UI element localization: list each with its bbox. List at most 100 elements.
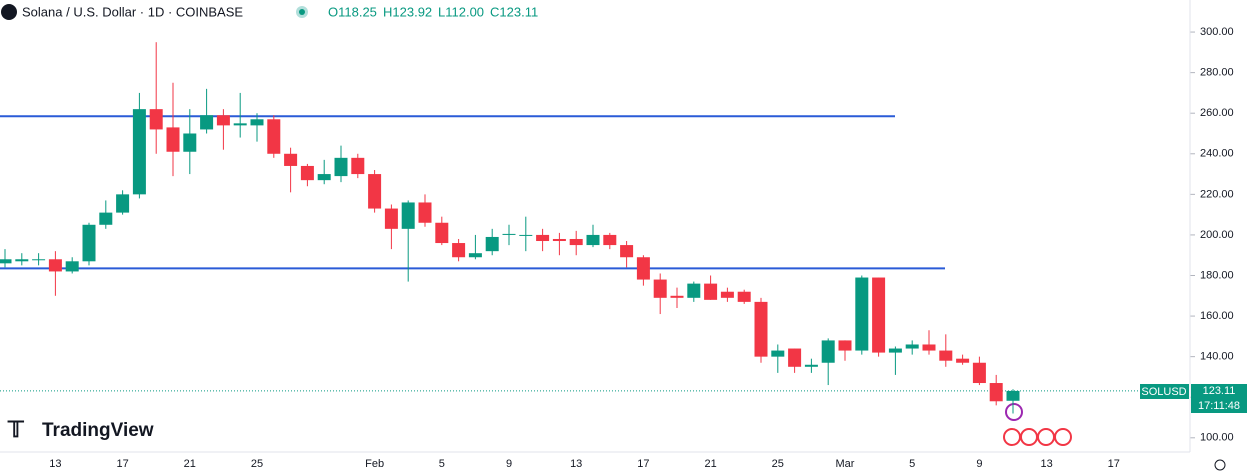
candle-body (351, 157, 365, 175)
price-badge-text: 123.11 (1203, 385, 1236, 397)
countdown-text: 17:11:48 (1198, 400, 1240, 412)
status-dot-inner (299, 9, 305, 15)
candle-body (687, 283, 701, 298)
candle-body (15, 259, 29, 262)
event-icon[interactable] (1037, 428, 1055, 446)
candle-body (200, 115, 214, 130)
candle-body (0, 259, 12, 264)
x-tick-label: 5 (439, 458, 445, 470)
x-tick-label: 21 (184, 458, 196, 470)
x-tick-label: 13 (570, 458, 582, 470)
y-tick-label: 100.00 (1200, 432, 1234, 444)
candle-body (48, 259, 62, 272)
x-tick-label: 9 (976, 458, 982, 470)
candle-body (754, 301, 768, 357)
candle-body (166, 127, 180, 152)
candle-body (485, 236, 499, 252)
x-tick-label: 21 (704, 458, 716, 470)
candle-body (216, 115, 230, 126)
candle-body (233, 123, 247, 126)
price-badge (1191, 384, 1247, 413)
logo-text[interactable]: TradingView (42, 420, 154, 441)
candle-body (468, 253, 482, 258)
candle-body (989, 383, 1003, 402)
y-tick-label: 160.00 (1200, 310, 1234, 322)
y-tick-label: 220.00 (1200, 188, 1234, 200)
ohlc-close: C123.11 (490, 4, 538, 19)
y-tick-label: 280.00 (1200, 67, 1234, 79)
candle-body (720, 291, 734, 298)
candle-body (334, 157, 348, 177)
candle-body (149, 109, 163, 130)
event-icons (1003, 403, 1072, 446)
candle-body (300, 165, 314, 181)
ohlc-low: L112.00 (438, 4, 484, 19)
candle-body (418, 202, 432, 223)
candle-body (132, 109, 146, 195)
candle-body (956, 358, 970, 363)
candle-body (502, 233, 516, 235)
event-icon[interactable] (1003, 428, 1021, 446)
y-tick-label: 300.00 (1200, 26, 1234, 38)
candle-body (771, 350, 785, 357)
event-icon[interactable] (1020, 428, 1038, 446)
y-tick-label: 200.00 (1200, 229, 1234, 241)
candle-body (653, 279, 667, 298)
settings-icon[interactable] (1214, 459, 1226, 471)
ohlc-high: H123.92 (383, 4, 432, 19)
candle-body (183, 133, 197, 152)
candle-body (855, 277, 869, 351)
candle-body (65, 261, 79, 272)
candle-body (603, 234, 617, 246)
candle-body (804, 364, 818, 367)
symbol-title[interactable]: Solana / U.S. Dollar · 1D · COINBASE (22, 4, 243, 19)
candle-body (116, 194, 130, 213)
candle-body (788, 348, 802, 367)
candle-body (586, 234, 600, 246)
candle-body (737, 291, 751, 302)
x-tick-label: 17 (1108, 458, 1120, 470)
y-tick-label: 180.00 (1200, 269, 1234, 281)
candle-body (670, 295, 684, 298)
candle-body (972, 362, 986, 384)
candle-body (620, 245, 634, 258)
candle-body (569, 238, 583, 246)
candle-body (435, 222, 449, 244)
x-tick-label: 13 (1040, 458, 1052, 470)
candle-body (636, 257, 650, 280)
x-tick-label: 13 (49, 458, 61, 470)
lightning-icon[interactable] (1005, 403, 1023, 421)
candle-body (536, 234, 550, 242)
candle-body (384, 208, 398, 229)
symbol-icon (1, 4, 17, 20)
symbol-badge (1140, 384, 1189, 399)
candle-body (939, 350, 953, 361)
candle-body (82, 224, 96, 262)
candle-body (452, 243, 466, 258)
ohlc-open: O118.25 (328, 4, 377, 19)
candle-body (317, 174, 331, 181)
y-tick-label: 140.00 (1200, 351, 1234, 363)
candle-body (250, 119, 264, 126)
candle-body (284, 153, 298, 166)
x-tick-label: Feb (365, 458, 384, 470)
y-tick-label: 240.00 (1200, 148, 1234, 160)
candle-body (922, 344, 936, 351)
candle-body (821, 340, 835, 363)
candle-body (1006, 390, 1020, 401)
y-tick-label: 260.00 (1200, 107, 1234, 119)
symbol-badge-text: SOLUSD (1141, 386, 1186, 398)
candle-body (552, 238, 566, 242)
candle-body (838, 340, 852, 351)
x-tick-label: 17 (116, 458, 128, 470)
x-tick-label: 17 (637, 458, 649, 470)
x-tick-label: 25 (251, 458, 263, 470)
event-icon[interactable] (1054, 428, 1072, 446)
x-tick-label: 9 (506, 458, 512, 470)
candle-body (519, 234, 533, 236)
x-tick-label: Mar (836, 458, 855, 470)
candle-body (704, 283, 718, 300)
candle-body (888, 348, 902, 353)
